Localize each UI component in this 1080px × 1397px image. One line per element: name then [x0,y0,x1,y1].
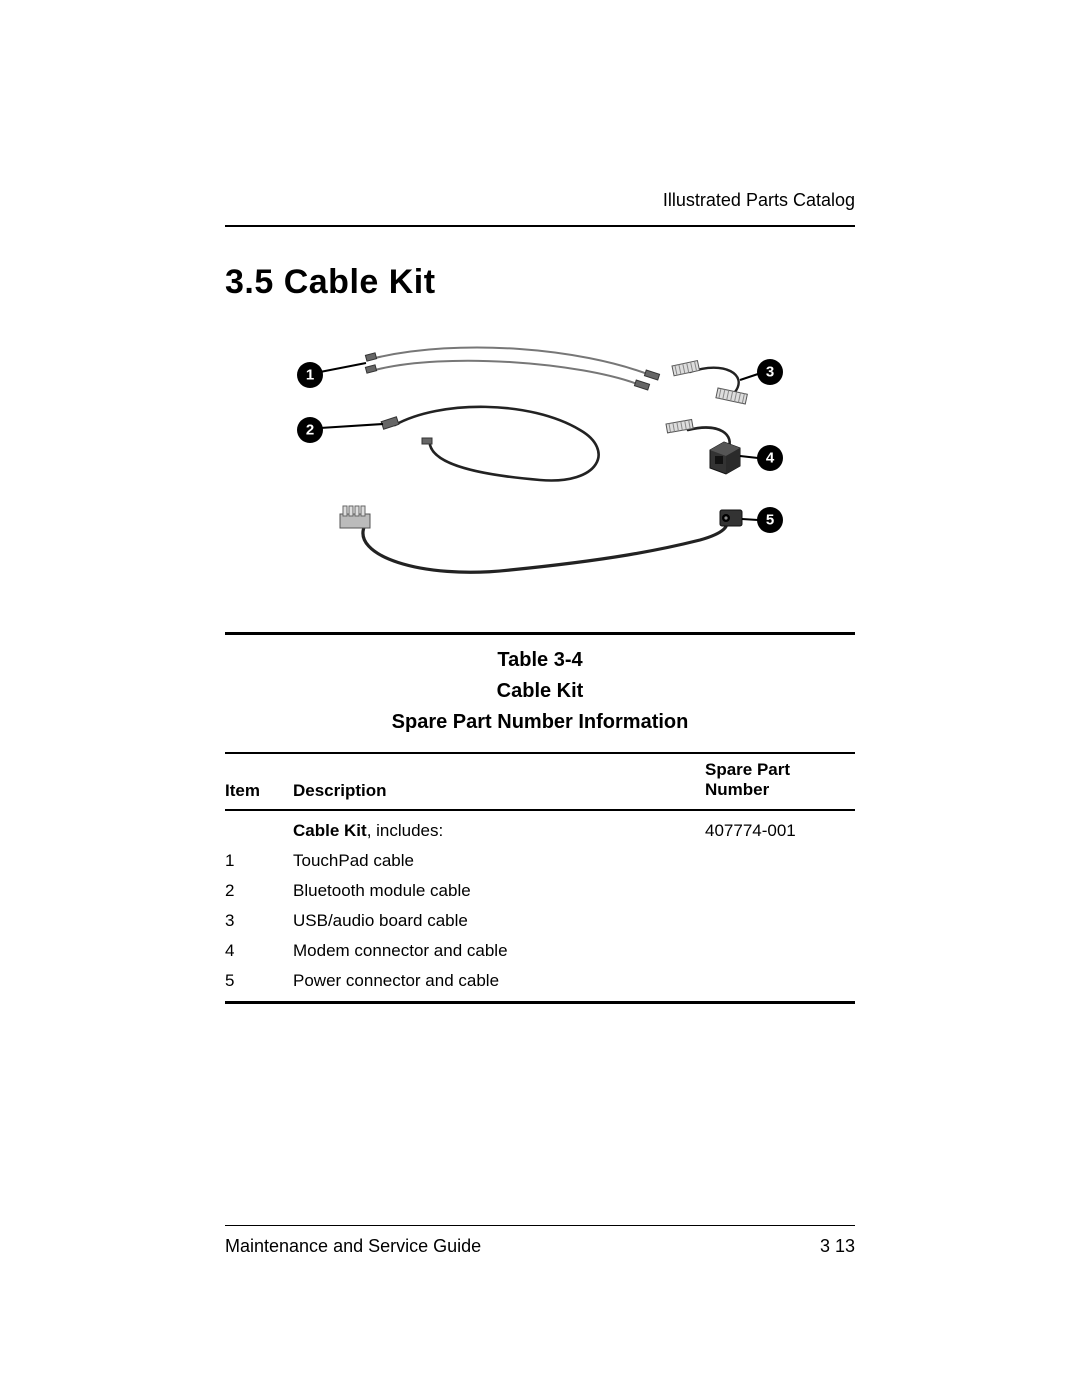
running-head: Illustrated Parts Catalog [225,190,855,211]
kit-suffix: , includes: [367,821,444,840]
cell-item: 1 [225,851,293,871]
callout-4: 4 [766,450,775,467]
table-caption-line2: Cable Kit [225,676,855,707]
header-rule [225,225,855,227]
cell-item: 3 [225,911,293,931]
cell-spn: 407774-001 [705,821,855,841]
table-row: 3 USB/audio board cable [225,906,855,936]
item-5-power-cable [340,506,742,572]
callout-3: 3 [766,364,774,381]
cell-description: Modem connector and cable [293,941,705,961]
page-footer: Maintenance and Service Guide 3 13 [225,1225,855,1257]
cell-item: 4 [225,941,293,961]
table-row: 5 Power connector and cable [225,966,855,1004]
running-head-block: Illustrated Parts Catalog [225,190,855,227]
cell-item: 2 [225,881,293,901]
table-row: 4 Modem connector and cable [225,936,855,966]
cell-description: Cable Kit, includes: [293,821,705,841]
cell-spn [705,941,855,961]
table-caption-line3: Spare Part Number Information [225,707,855,738]
cell-spn [705,911,855,931]
cell-description: Bluetooth module cable [293,881,705,901]
section-title-text: Cable Kit [284,263,436,301]
cell-item [225,821,293,841]
table-caption-line1: Table 3-4 [225,645,855,676]
item-1-touchpad-cable [365,347,659,390]
cell-description: USB/audio board cable [293,911,705,931]
kit-name: Cable Kit [293,821,367,840]
table-caption: Table 3-4 Cable Kit Spare Part Number In… [225,635,855,754]
item-4-modem-cable [666,419,740,474]
item-2-bluetooth-cable [381,407,598,481]
cell-description: TouchPad cable [293,851,705,871]
page: Illustrated Parts Catalog 3.5 Cable Kit [0,0,1080,1397]
callout-5: 5 [766,512,774,529]
cable-kit-illustration: 1 2 3 4 5 [280,330,800,590]
callout-1: 1 [306,367,314,384]
col-header-spare-part-number: Spare Part Number [705,760,855,801]
table-row: 2 Bluetooth module cable [225,876,855,906]
cell-description: Power connector and cable [293,971,705,991]
item-3-usb-audio-cable [672,361,747,404]
table-row: 1 TouchPad cable [225,846,855,876]
col-header-item: Item [225,781,293,801]
cell-spn [705,851,855,871]
cell-spn [705,881,855,901]
cell-item: 5 [225,971,293,991]
spare-part-table: Table 3-4 Cable Kit Spare Part Number In… [225,632,855,1004]
section-heading: 3.5 Cable Kit [225,263,855,302]
col-header-spn-l1: Spare Part [705,760,855,780]
section-number: 3.5 [225,263,274,301]
col-header-description: Description [293,781,705,801]
footer-right: 3 13 [820,1236,855,1257]
col-header-spn-l2: Number [705,780,855,800]
table-header-row: Item Description Spare Part Number [225,754,855,811]
callout-2: 2 [306,422,314,439]
table-row: Cable Kit, includes: 407774-001 [225,811,855,846]
cell-spn [705,971,855,991]
footer-left: Maintenance and Service Guide [225,1236,481,1257]
